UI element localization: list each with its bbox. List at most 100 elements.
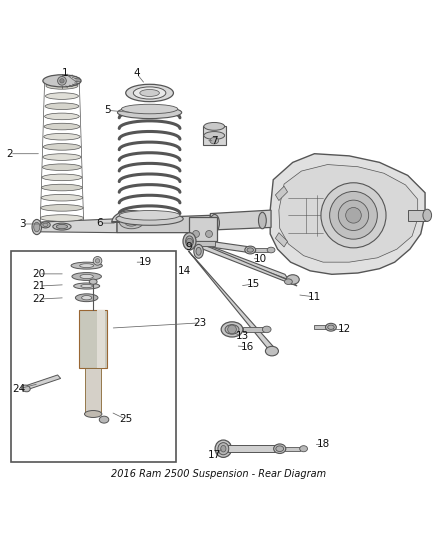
Ellipse shape (215, 440, 232, 457)
Ellipse shape (225, 325, 239, 334)
Ellipse shape (43, 143, 81, 150)
Text: 5: 5 (104, 106, 111, 115)
Polygon shape (190, 238, 288, 279)
Ellipse shape (45, 103, 79, 110)
Text: 14: 14 (178, 266, 191, 276)
Ellipse shape (75, 294, 98, 302)
Text: 3: 3 (20, 219, 26, 229)
Ellipse shape (218, 442, 229, 455)
Ellipse shape (325, 324, 336, 331)
Text: 12: 12 (338, 325, 351, 334)
Ellipse shape (72, 272, 102, 280)
Ellipse shape (120, 216, 143, 229)
Circle shape (330, 191, 378, 239)
Text: 23: 23 (193, 318, 206, 328)
Ellipse shape (81, 296, 92, 300)
Ellipse shape (71, 262, 102, 269)
Ellipse shape (204, 123, 225, 130)
Text: 18: 18 (317, 439, 330, 449)
Circle shape (346, 207, 361, 223)
Text: 21: 21 (32, 281, 46, 291)
Ellipse shape (183, 233, 196, 250)
Ellipse shape (81, 284, 92, 288)
Ellipse shape (46, 93, 78, 99)
Bar (254, 248, 268, 252)
Ellipse shape (43, 75, 81, 87)
Polygon shape (189, 252, 276, 352)
Ellipse shape (125, 219, 138, 226)
Ellipse shape (74, 283, 100, 289)
Ellipse shape (44, 123, 80, 130)
Polygon shape (270, 154, 425, 274)
Text: 11: 11 (308, 292, 321, 302)
Polygon shape (279, 165, 418, 262)
Ellipse shape (300, 446, 307, 452)
Polygon shape (97, 310, 105, 368)
Circle shape (228, 325, 237, 334)
Ellipse shape (45, 113, 79, 120)
Circle shape (193, 230, 199, 237)
Ellipse shape (44, 133, 80, 140)
Ellipse shape (286, 274, 299, 284)
Polygon shape (79, 310, 107, 368)
Text: 20: 20 (32, 269, 46, 279)
Ellipse shape (40, 215, 84, 221)
Ellipse shape (328, 325, 334, 329)
Text: 17: 17 (208, 450, 221, 460)
Text: 6: 6 (96, 218, 103, 228)
Circle shape (58, 76, 66, 85)
Ellipse shape (221, 446, 226, 452)
Ellipse shape (140, 90, 159, 96)
Ellipse shape (274, 444, 286, 454)
Ellipse shape (43, 154, 81, 160)
Ellipse shape (262, 326, 271, 333)
Polygon shape (190, 238, 250, 253)
Text: 25: 25 (119, 414, 132, 424)
Ellipse shape (258, 212, 266, 229)
Polygon shape (408, 210, 427, 221)
Text: 16: 16 (240, 342, 254, 352)
Text: 22: 22 (32, 294, 46, 304)
Bar (202, 125, 226, 145)
Text: 13: 13 (236, 331, 250, 341)
Ellipse shape (210, 214, 219, 232)
Ellipse shape (41, 205, 83, 211)
Ellipse shape (194, 244, 203, 259)
Ellipse shape (22, 385, 30, 392)
Circle shape (338, 200, 369, 230)
Ellipse shape (247, 248, 254, 252)
Text: 1: 1 (62, 68, 68, 78)
Bar (243, 327, 264, 332)
Text: 2016 Ram 2500 Suspension - Rear Diagram: 2016 Ram 2500 Suspension - Rear Diagram (111, 469, 327, 479)
Text: 7: 7 (212, 136, 218, 146)
Ellipse shape (210, 138, 219, 144)
Polygon shape (210, 210, 271, 230)
Ellipse shape (221, 322, 243, 337)
Ellipse shape (42, 174, 82, 181)
Text: 15: 15 (247, 279, 260, 289)
Polygon shape (276, 186, 287, 200)
Circle shape (60, 79, 64, 83)
Bar (191, 241, 215, 246)
Text: 24: 24 (12, 384, 25, 394)
Ellipse shape (119, 211, 180, 220)
Ellipse shape (43, 223, 48, 227)
Ellipse shape (121, 104, 178, 114)
Ellipse shape (32, 220, 42, 235)
Ellipse shape (116, 212, 183, 225)
Ellipse shape (126, 84, 173, 102)
Ellipse shape (42, 184, 82, 191)
Ellipse shape (265, 346, 279, 356)
Text: 4: 4 (133, 68, 140, 78)
Polygon shape (37, 219, 117, 233)
Ellipse shape (204, 132, 225, 140)
Bar (189, 217, 217, 241)
Circle shape (187, 238, 193, 244)
Text: 10: 10 (254, 254, 267, 264)
Bar (228, 445, 276, 452)
Ellipse shape (41, 222, 50, 228)
Bar (285, 447, 300, 451)
Ellipse shape (196, 247, 201, 255)
Circle shape (205, 230, 212, 237)
Ellipse shape (80, 264, 94, 268)
